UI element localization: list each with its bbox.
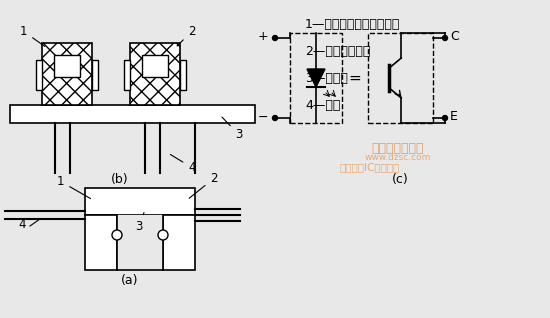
Text: −: − <box>257 110 268 123</box>
Circle shape <box>443 36 448 40</box>
Text: 4—引脚: 4—引脚 <box>305 99 340 112</box>
Bar <box>42 43 92 105</box>
Bar <box>10 105 255 123</box>
Text: C: C <box>450 31 459 44</box>
Bar <box>368 33 433 123</box>
Bar <box>142 55 168 77</box>
Text: www.dzsc.com: www.dzsc.com <box>365 154 431 162</box>
Circle shape <box>272 115 278 121</box>
Bar <box>163 215 195 270</box>
Text: 3—支架；: 3—支架； <box>305 72 348 85</box>
Text: 全球最大IC采购网站: 全球最大IC采购网站 <box>340 162 400 172</box>
Text: 2: 2 <box>177 25 195 46</box>
Text: 1—近红外线发光二极管；: 1—近红外线发光二极管； <box>305 18 400 31</box>
Text: =: = <box>349 71 361 86</box>
Text: E: E <box>450 110 458 123</box>
Bar <box>54 55 80 77</box>
Text: (c): (c) <box>392 173 408 186</box>
Circle shape <box>272 36 278 40</box>
Bar <box>124 59 130 89</box>
Bar <box>180 59 186 89</box>
Bar <box>85 188 195 215</box>
Bar <box>92 59 98 89</box>
Polygon shape <box>307 69 325 87</box>
Text: (b): (b) <box>111 173 129 186</box>
Text: +: + <box>257 31 268 44</box>
Text: 3: 3 <box>222 117 243 141</box>
Text: 3: 3 <box>135 213 144 233</box>
Circle shape <box>112 230 122 240</box>
Text: 4: 4 <box>18 218 25 231</box>
Bar <box>85 215 117 270</box>
Text: 1: 1 <box>20 25 45 46</box>
Text: 4: 4 <box>170 155 195 174</box>
Text: 维库电子市场网: 维库电子市场网 <box>372 142 424 155</box>
Circle shape <box>158 230 168 240</box>
Bar <box>117 215 163 270</box>
Text: (a): (a) <box>121 274 139 287</box>
Text: 2: 2 <box>189 172 217 198</box>
Text: 2—光敏三极管；: 2—光敏三极管； <box>305 45 370 58</box>
Bar <box>290 33 342 123</box>
Text: 1: 1 <box>57 175 91 199</box>
Circle shape <box>443 115 448 121</box>
Bar <box>36 59 42 89</box>
Bar <box>130 43 180 105</box>
